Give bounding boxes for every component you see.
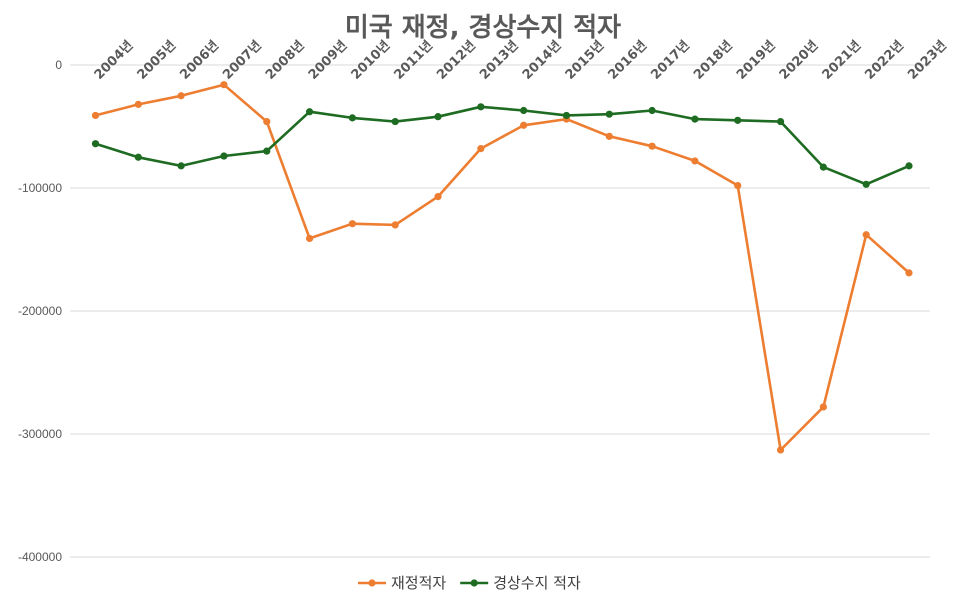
data-point bbox=[177, 162, 185, 170]
y-tick-label: -400000 bbox=[18, 550, 62, 564]
data-point bbox=[905, 269, 913, 277]
series-1 bbox=[91, 81, 913, 454]
data-point bbox=[520, 106, 528, 115]
data-point bbox=[905, 162, 913, 170]
data-point bbox=[648, 142, 656, 150]
legend-label: 재정적자 bbox=[391, 574, 446, 592]
x-tick-label: 2017년 bbox=[648, 38, 693, 83]
x-tick-label: 2015년 bbox=[563, 38, 608, 83]
y-tick-label: -300000 bbox=[18, 427, 62, 441]
data-point bbox=[691, 157, 699, 165]
data-point bbox=[648, 106, 656, 115]
x-tick-label: 2020년 bbox=[777, 38, 822, 83]
data-point bbox=[220, 152, 228, 160]
legend-item-2: 경상수지 적자 bbox=[460, 574, 581, 592]
chart-title: 미국 재정, 경상수지 적자 bbox=[345, 13, 621, 43]
data-point bbox=[305, 234, 314, 243]
data-point bbox=[477, 145, 485, 153]
data-point bbox=[862, 231, 870, 239]
data-point bbox=[520, 121, 528, 129]
x-tick-label: 2008년 bbox=[263, 38, 308, 83]
x-tick-label: 2018년 bbox=[691, 38, 736, 83]
x-tick-label: 2013년 bbox=[477, 38, 522, 83]
data-point bbox=[434, 193, 442, 201]
x-tick-label: 2019년 bbox=[734, 38, 779, 83]
x-tick-label: 2022년 bbox=[862, 38, 907, 83]
data-point bbox=[605, 110, 613, 118]
series-2 bbox=[91, 103, 913, 188]
x-tick-label: 2021년 bbox=[820, 38, 865, 83]
x-tick-label: 2004년 bbox=[92, 38, 137, 83]
series-line bbox=[94, 105, 911, 186]
data-point bbox=[91, 111, 100, 120]
y-tick-label: 0 bbox=[55, 58, 62, 72]
y-tick-label: -100000 bbox=[18, 181, 62, 195]
data-point bbox=[391, 221, 399, 229]
data-point bbox=[263, 117, 271, 126]
data-point bbox=[220, 81, 228, 89]
data-point bbox=[391, 117, 399, 126]
x-tick-label: 2005년 bbox=[135, 38, 180, 83]
data-point bbox=[862, 180, 870, 188]
data-point bbox=[734, 116, 742, 124]
data-point bbox=[819, 403, 827, 411]
x-tick-label: 2014년 bbox=[520, 38, 565, 83]
y-tick-label: -200000 bbox=[18, 304, 62, 318]
legend-marker bbox=[470, 579, 478, 587]
x-tick-label: 2023년 bbox=[905, 38, 950, 83]
data-point bbox=[605, 132, 613, 140]
legend-marker bbox=[368, 579, 376, 587]
data-point bbox=[819, 163, 827, 171]
data-point bbox=[562, 111, 571, 120]
data-point bbox=[776, 117, 785, 126]
x-tick-label: 2012년 bbox=[434, 38, 479, 83]
data-point bbox=[348, 220, 356, 228]
data-point bbox=[91, 140, 100, 148]
series-lines bbox=[91, 81, 913, 454]
data-point bbox=[434, 113, 442, 121]
data-point bbox=[691, 115, 699, 123]
data-point bbox=[776, 446, 785, 454]
series-line bbox=[94, 83, 911, 452]
x-tick-label: 2016년 bbox=[606, 38, 651, 83]
data-point bbox=[134, 153, 142, 161]
data-point bbox=[477, 103, 485, 111]
data-point bbox=[263, 147, 271, 155]
x-tick-label: 2009년 bbox=[306, 38, 351, 83]
data-point bbox=[177, 92, 185, 100]
x-tick-label: 2010년 bbox=[349, 38, 394, 83]
data-point bbox=[134, 100, 142, 108]
data-point bbox=[734, 181, 742, 190]
legend-item-1: 재정적자 bbox=[358, 574, 446, 592]
gridlines bbox=[70, 64, 930, 558]
legend-label: 경상수지 적자 bbox=[493, 574, 581, 592]
x-axis-ticks: 2004년2005년2006년2007년2008년2009년2010년2011년… bbox=[92, 38, 950, 83]
x-tick-label: 2011년 bbox=[391, 38, 436, 83]
y-axis-ticks: 0 -100000 -200000 -300000 -400000 bbox=[18, 58, 62, 564]
data-point bbox=[348, 114, 356, 122]
x-tick-label: 2007년 bbox=[220, 38, 265, 83]
data-point bbox=[305, 108, 314, 116]
x-tick-label: 2006년 bbox=[177, 38, 222, 83]
legend: 재정적자 경상수지 적자 bbox=[358, 574, 581, 592]
